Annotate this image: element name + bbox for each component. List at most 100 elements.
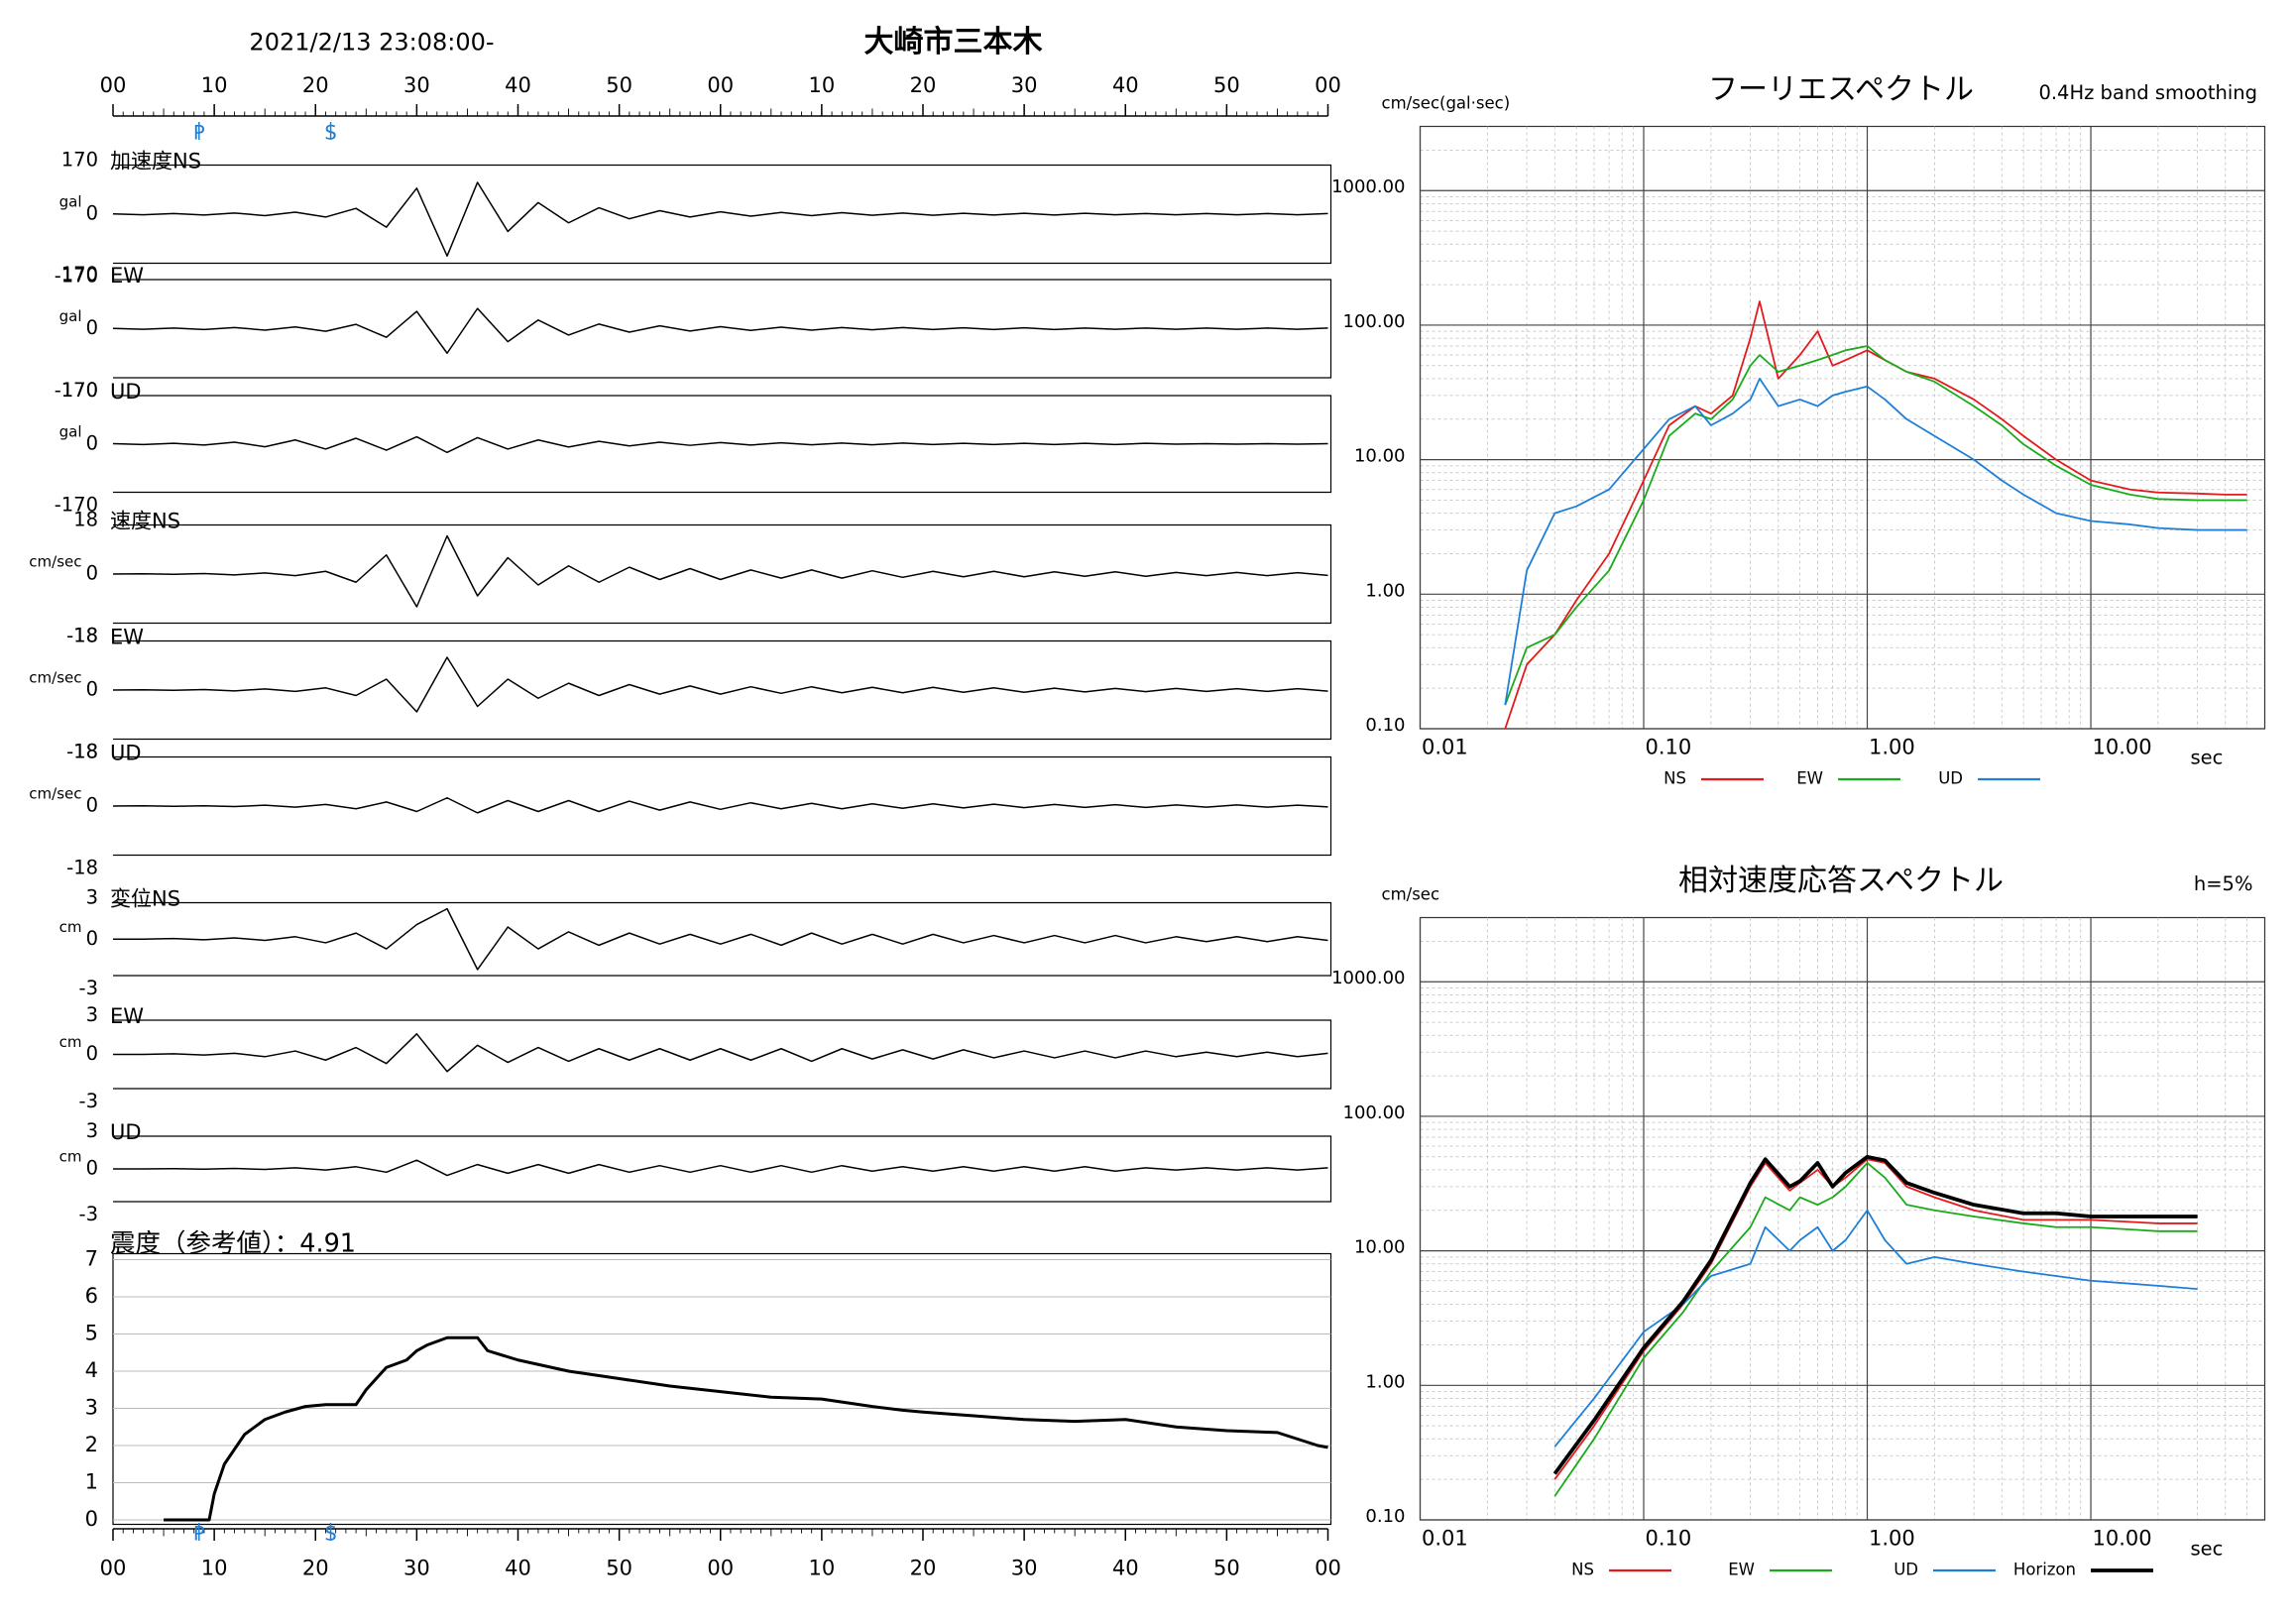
y-tick-label: 18 xyxy=(73,741,98,763)
panel-frame xyxy=(113,523,1332,625)
y-tick-label: -3 xyxy=(79,1203,98,1225)
x-tick-label: 0.10 xyxy=(1646,1527,1692,1551)
x-tick-label: 20 xyxy=(910,73,937,97)
chart-subtitle: h=5% xyxy=(2194,872,2253,895)
unit-label: cm/sec xyxy=(29,785,81,803)
y-tick-label: 3 xyxy=(86,886,98,909)
y-tick-label: 1.00 xyxy=(1365,580,1405,601)
waveform xyxy=(112,307,1328,355)
x-tick-label: 40 xyxy=(1112,73,1139,97)
chart-subtitle: 2021/2/13 23:08:00- xyxy=(249,29,494,57)
unit-label: gal xyxy=(59,193,82,211)
chart-subtitle: 0.4Hz band smoothing xyxy=(2038,81,2257,104)
panel-label: UD xyxy=(110,1120,142,1144)
y-tick-label: 0 xyxy=(86,1157,98,1180)
panel-label: 加速度NS xyxy=(110,150,201,174)
panel-frame xyxy=(113,1135,1332,1203)
x-tick-label: 30 xyxy=(403,73,430,97)
panel-frame xyxy=(113,279,1332,379)
y-tick-label: 0 xyxy=(86,1042,98,1065)
panel-frame xyxy=(113,395,1332,494)
y-tick-label: 0 xyxy=(86,794,98,817)
x-tick-label: 20 xyxy=(302,73,329,97)
unit-label: cm xyxy=(59,1148,82,1166)
waveform xyxy=(113,1159,1328,1177)
x-tick-label: 20 xyxy=(302,1557,329,1580)
x-tick-label: 00 xyxy=(707,73,734,97)
y-tick-label: -170 xyxy=(55,265,98,288)
spectrum-line xyxy=(1553,1162,2198,1497)
y-tick-label: 5 xyxy=(85,1322,98,1345)
y-tick-label: 0 xyxy=(86,316,98,339)
chart-title: 相対速度応答スペクトル xyxy=(1678,864,2004,898)
waveform xyxy=(112,435,1328,454)
x-tick-label: 10 xyxy=(809,73,836,97)
chart-title: 大崎市三本木 xyxy=(864,25,1043,59)
y-tick-label: 0.10 xyxy=(1365,1506,1405,1527)
y-tick-label: -170 xyxy=(55,379,98,402)
x-tick-label: 0.01 xyxy=(1422,736,1468,759)
x-tick-label: 40 xyxy=(505,1557,531,1580)
x-tick-label: 50 xyxy=(1213,1557,1240,1580)
panel-frame xyxy=(113,755,1332,857)
legend-label: EW xyxy=(1728,1561,1755,1579)
x-tick-label: 10 xyxy=(201,1557,228,1580)
unit-label: cm xyxy=(59,918,82,936)
waveform xyxy=(113,1033,1328,1073)
waveform xyxy=(112,181,1328,257)
plot-frame xyxy=(1419,916,2266,1521)
x-tick-label: 00 xyxy=(100,73,127,97)
plot-frame xyxy=(112,1252,1332,1526)
y-tick-label: 170 xyxy=(61,149,98,172)
x-tick-label: 50 xyxy=(1213,73,1240,97)
panel-label: 変位NS xyxy=(110,887,180,911)
panel-label: EW xyxy=(110,626,144,649)
y-tick-label: 0 xyxy=(86,678,98,701)
y-tick-label: 0 xyxy=(86,202,98,225)
x-tick-label: 00 xyxy=(707,1557,734,1580)
y-tick-label: -18 xyxy=(66,625,98,647)
y-tick-label: 0 xyxy=(86,927,98,950)
unit-label: cm xyxy=(59,1033,82,1051)
y-tick-label: -170 xyxy=(55,494,98,517)
spectrum-line xyxy=(1504,345,2247,706)
waveform xyxy=(112,797,1328,814)
y-tick-label: 18 xyxy=(73,625,98,647)
legend-label: UD xyxy=(1938,769,1963,788)
phase-label: S xyxy=(324,122,336,145)
y-tick-label: 170 xyxy=(61,379,98,402)
y-tick-label: 7 xyxy=(85,1247,98,1271)
phase-label: S xyxy=(324,1523,336,1546)
y-tick-label: 10.00 xyxy=(1354,1237,1406,1258)
x-tick-label: 50 xyxy=(606,1557,632,1580)
panel-label: UD xyxy=(110,742,142,765)
spectrum-line xyxy=(1553,1209,2198,1448)
y-tick-label: 3 xyxy=(86,1003,98,1026)
spectrum-line xyxy=(1504,300,2247,730)
x-tick-label: 1.00 xyxy=(1869,736,1915,759)
y-tick-label: 2 xyxy=(85,1433,98,1456)
unit-label: cm/sec xyxy=(29,669,81,687)
panel-frame xyxy=(113,1019,1332,1090)
phase-label: P xyxy=(193,122,205,145)
x-axis-label: sec xyxy=(2191,1538,2224,1561)
y-tick-label: 0 xyxy=(86,431,98,454)
spectrum-line xyxy=(1553,1158,2198,1480)
y-tick-label: -3 xyxy=(79,977,98,999)
phase-label: P xyxy=(193,1523,205,1546)
panel-frame xyxy=(113,164,1332,265)
y-tick-label: 3 xyxy=(86,1119,98,1142)
legend-label: NS xyxy=(1571,1561,1594,1579)
y-tick-label: 10.00 xyxy=(1354,446,1406,467)
legend-label: UD xyxy=(1894,1561,1918,1579)
x-tick-label: 40 xyxy=(505,73,531,97)
intensity-line xyxy=(164,1335,1328,1522)
y-tick-label: 100.00 xyxy=(1343,311,1406,332)
x-tick-label: 1.00 xyxy=(1869,1527,1915,1551)
x-tick-label: 10.00 xyxy=(2093,1527,2152,1551)
spectrum-line xyxy=(1504,378,2247,706)
x-tick-label: 10.00 xyxy=(2093,736,2152,759)
y-tick-label: -18 xyxy=(66,741,98,763)
unit-label: cm/sec xyxy=(29,553,81,571)
